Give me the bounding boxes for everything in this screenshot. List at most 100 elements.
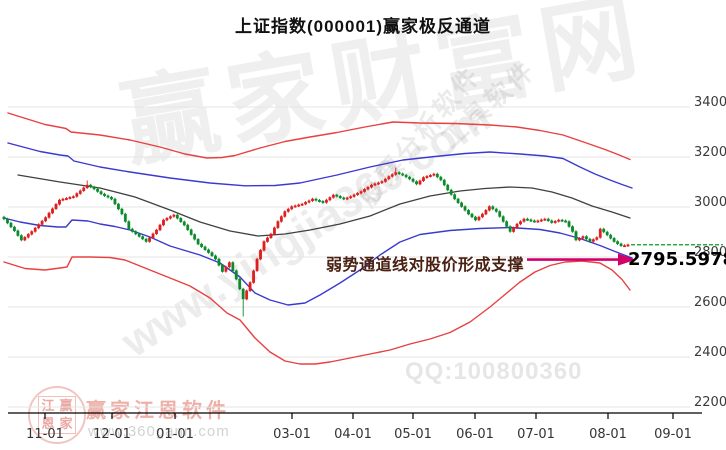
candle-body [120, 208, 124, 215]
candle-body [435, 173, 439, 178]
candle-body [259, 250, 262, 260]
candle-body [51, 208, 54, 214]
channel-mid-life-line [17, 174, 631, 237]
x-axis-label: 07-01 [517, 427, 555, 442]
gann-seal-chars: 江赢恩家 [38, 396, 76, 434]
candle-body [37, 224, 41, 229]
candle-body [134, 231, 138, 235]
gann-seal-logo: 江赢恩家 [28, 386, 86, 444]
x-axis-label: 01-01 [156, 427, 194, 442]
candle-body [456, 198, 460, 203]
candle-body [286, 208, 290, 212]
candle-body [231, 262, 235, 272]
candle-body [477, 216, 481, 221]
candle-body [429, 175, 432, 177]
candle-body [266, 237, 269, 242]
candle-body [137, 233, 141, 237]
candle-body [203, 246, 207, 251]
candle-body [85, 184, 89, 188]
candle-body [99, 191, 103, 195]
candle-body [283, 211, 287, 217]
candle-body [484, 210, 488, 215]
candle-body [619, 243, 623, 247]
candle-body [494, 208, 498, 212]
candle-body [148, 237, 151, 242]
candle-body [106, 195, 110, 198]
candle-body [307, 200, 311, 203]
candle-body [210, 252, 214, 256]
candle-body [335, 194, 339, 197]
candle-body [116, 203, 120, 210]
candle-body [581, 236, 585, 239]
x-axis-label: 04-01 [334, 427, 372, 442]
candle-body [23, 237, 27, 241]
candle-body [539, 219, 543, 222]
candle-body [33, 227, 37, 232]
candle-body [89, 184, 93, 188]
channel-upper-extreme-red-line [7, 112, 631, 161]
candle-body [533, 220, 536, 223]
candle-body [408, 176, 411, 180]
channel-upper-blue-line [7, 142, 633, 189]
y-axis-label: 2800 [694, 245, 726, 260]
candle-body [560, 219, 564, 222]
candle-body [522, 218, 526, 222]
candle-body [262, 241, 266, 251]
candle-body [304, 202, 307, 205]
candle-body [238, 278, 242, 290]
candle-body [318, 200, 321, 202]
y-axis-label: 3400 [694, 95, 726, 110]
candle-body [279, 216, 283, 222]
candle-body [487, 206, 491, 211]
candle-body [16, 230, 20, 236]
candle-body [186, 224, 190, 231]
candle-body [401, 173, 405, 176]
candle-body [446, 184, 450, 191]
candle-body [598, 228, 602, 238]
candle-body [553, 221, 557, 223]
candle-body [442, 179, 446, 186]
x-axis-label: 09-01 [654, 427, 692, 442]
candle-body [550, 220, 554, 223]
candle-body [349, 196, 353, 199]
candle-body [290, 206, 294, 210]
candle-body [591, 239, 595, 242]
candle-body [151, 233, 155, 239]
candle-body [470, 213, 474, 218]
candle-body [571, 226, 574, 232]
candle-body [415, 181, 418, 185]
candle-body [155, 229, 158, 234]
candle-body [96, 188, 100, 192]
candle-body [331, 194, 335, 198]
candle-body [422, 177, 425, 181]
candle-body [241, 288, 245, 300]
candle-body [418, 180, 422, 185]
candle-body [491, 206, 495, 210]
candle-body [626, 244, 630, 247]
candle-body [6, 218, 9, 224]
candle-body [623, 245, 626, 248]
y-axis-label: 3200 [694, 145, 726, 160]
candle-body [373, 183, 377, 186]
candle-body [352, 194, 356, 197]
candle-body [387, 176, 391, 180]
candle-body [526, 218, 529, 221]
candle-body [519, 221, 522, 225]
candle-body [182, 221, 186, 226]
candle-body [273, 227, 276, 235]
candle-body [234, 270, 238, 280]
candle-body [214, 255, 217, 260]
candle-body [397, 172, 401, 175]
candle-body [9, 222, 13, 228]
candle-body [453, 194, 457, 200]
candle-body [123, 213, 127, 222]
candle-body [40, 220, 44, 225]
candle-body [172, 214, 176, 217]
candle-body [44, 217, 48, 222]
candle-body [130, 228, 134, 232]
candle-body [255, 258, 259, 272]
support-annotation-text: 弱势通道线对股价形成支撑 [326, 257, 525, 274]
candle-body [546, 218, 550, 221]
candle-body [300, 203, 304, 206]
